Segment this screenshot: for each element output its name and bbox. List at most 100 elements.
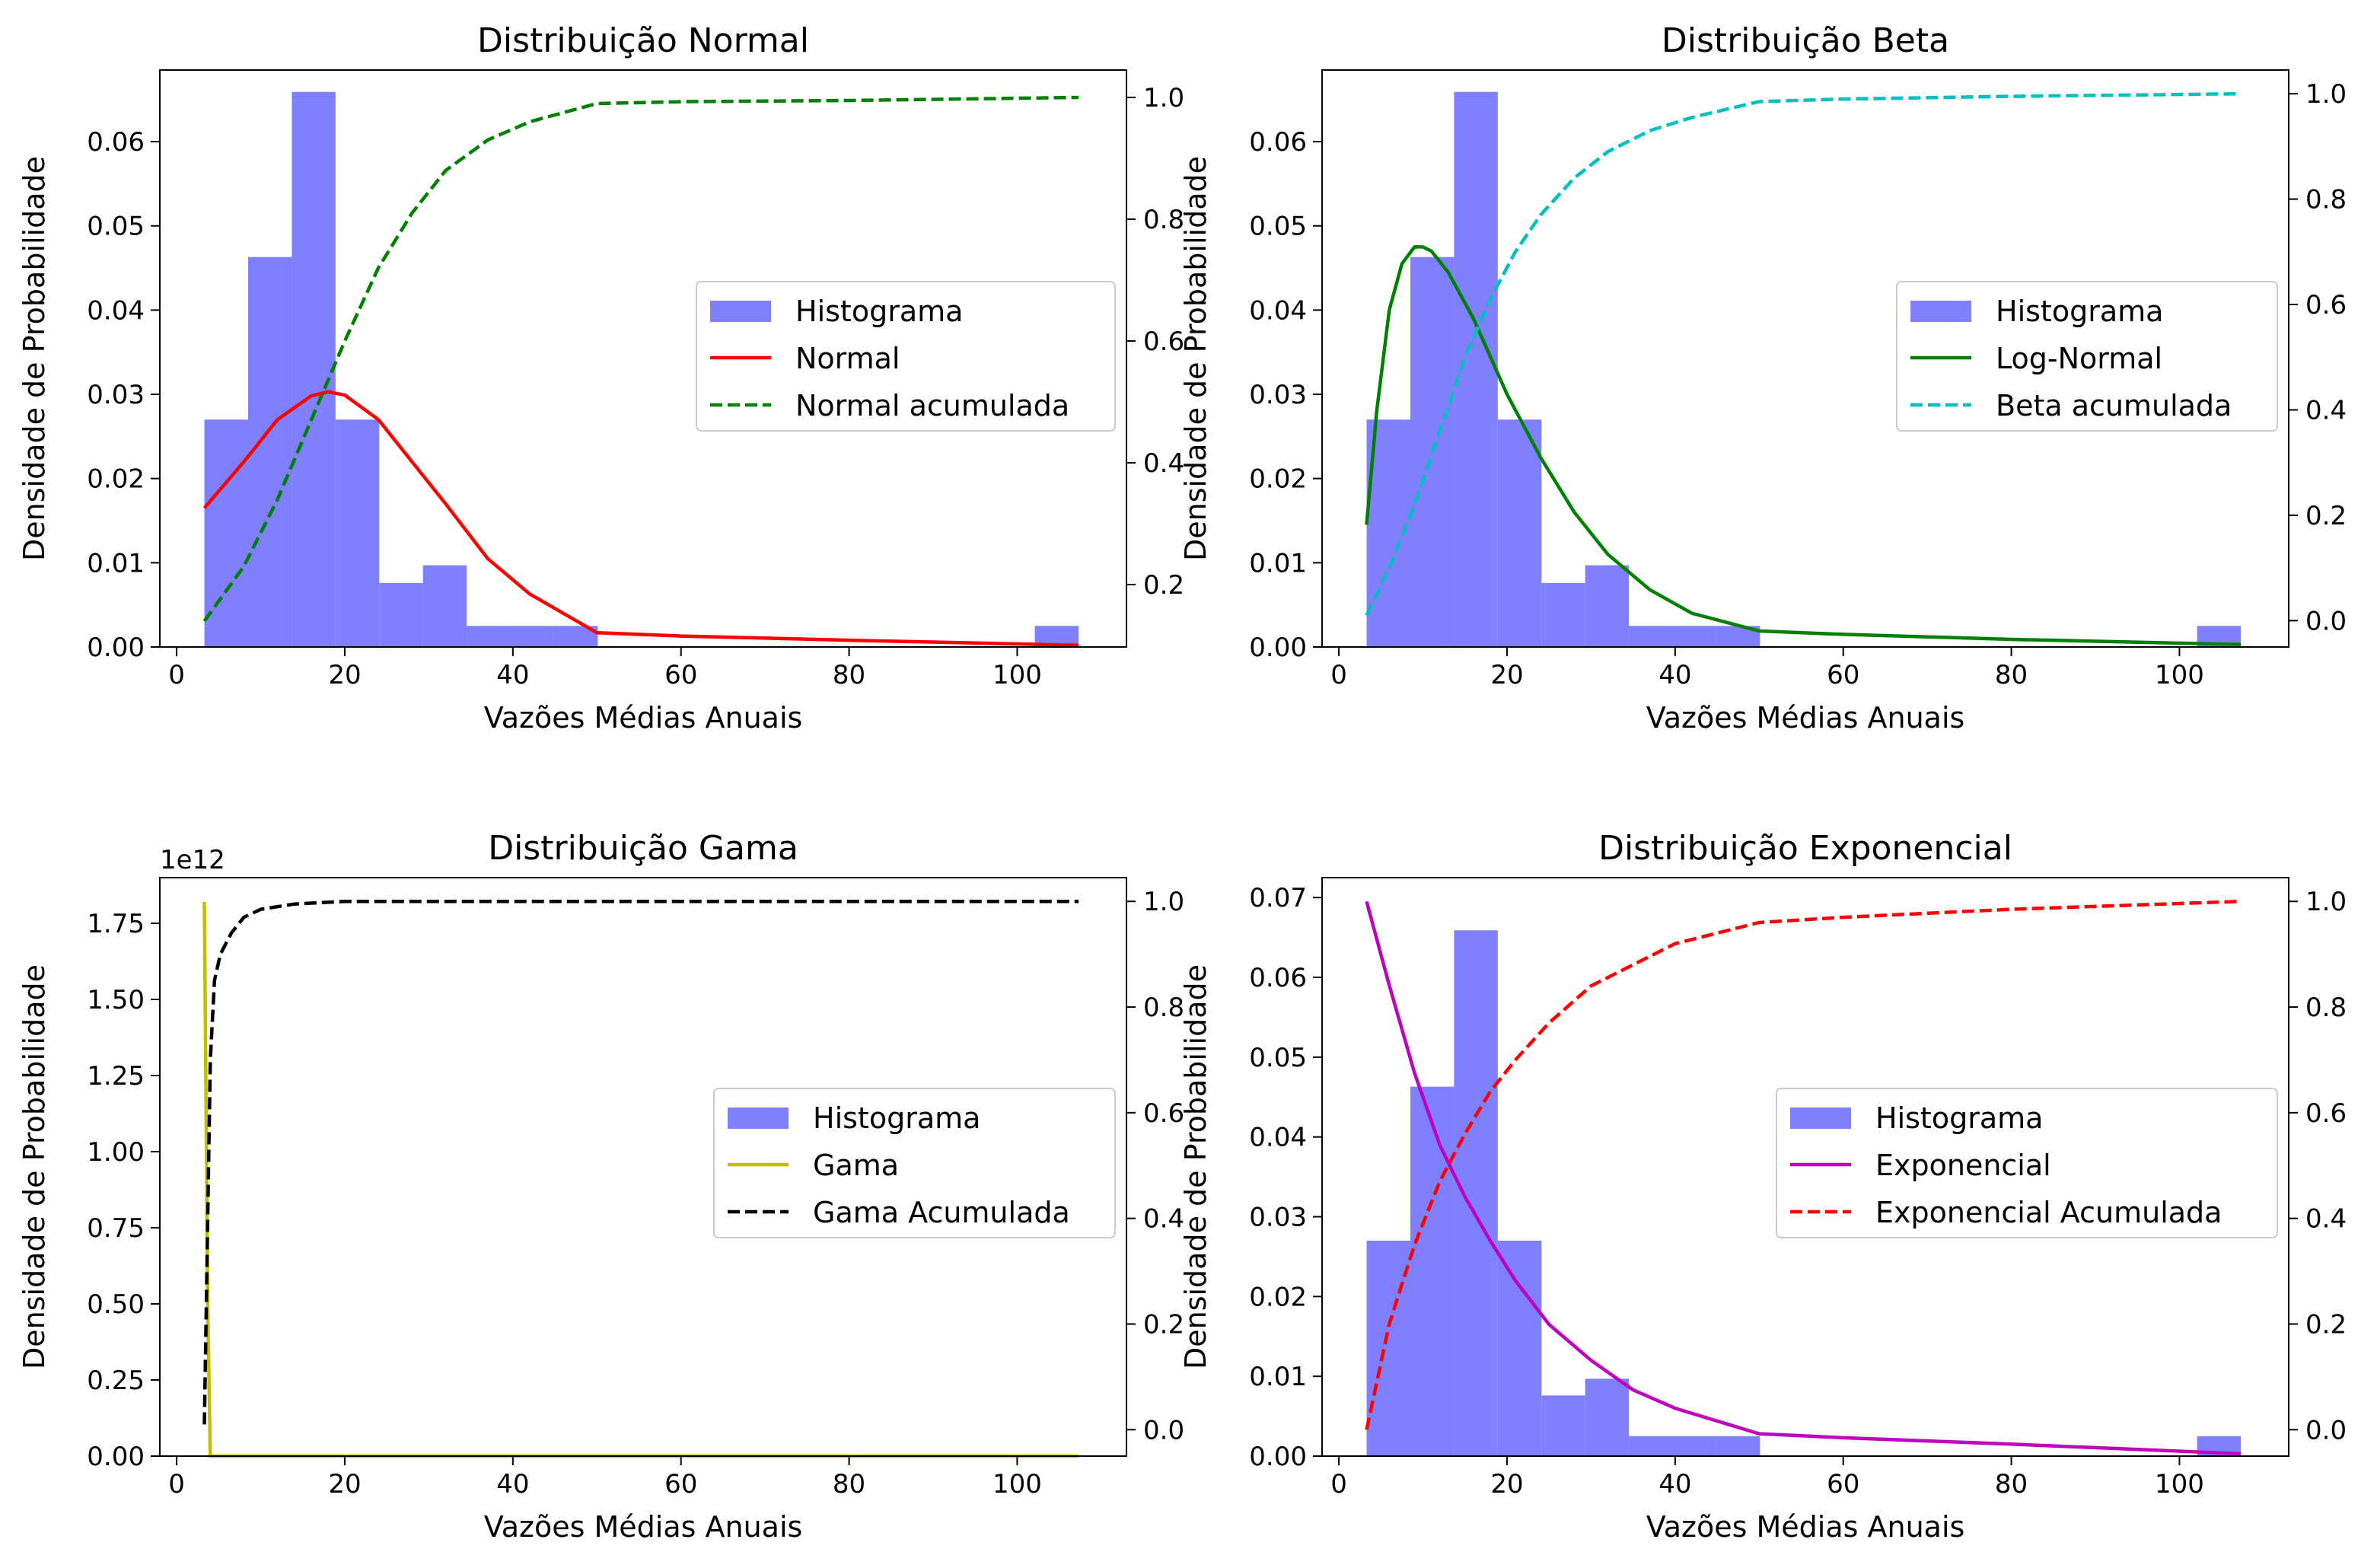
x-axis-label: Vazões Médias Anuais: [484, 701, 803, 735]
histogram-bar: [1497, 419, 1542, 647]
x-tick-label: 20: [1490, 1469, 1523, 1499]
x-axis-label: Vazões Médias Anuais: [1646, 701, 1965, 735]
y-axis-label: Densidade de Probabilidade: [18, 156, 51, 561]
cdf-line: [1365, 899, 2242, 1430]
legend-label-cdf: Beta acumulada: [1996, 389, 2232, 422]
y2-tick-label: 1.0: [2305, 79, 2347, 110]
y-tick-label: 0.00: [1249, 633, 1307, 663]
histogram-bar: [467, 626, 511, 647]
chart-panel-3: 0 20 40 60 80 100 0.00 0.25 0.50 0.75 1.00 1.25 1.50…: [18, 829, 1184, 1544]
histogram-bar: [1716, 1436, 1760, 1456]
y-offset-label: 1e12: [160, 845, 225, 875]
legend-swatch-histogram: [728, 1107, 789, 1129]
x-axis-label: Vazões Médias Anuais: [1646, 1510, 1965, 1544]
x-tick-label: 100: [993, 1469, 1042, 1499]
x-tick-label: 0: [1330, 660, 1347, 690]
histogram-bar: [1366, 1240, 1410, 1456]
y-tick-label: 0.02: [1249, 1282, 1307, 1312]
y-axis-label: Densidade de Probabilidade: [1179, 964, 1212, 1369]
legend-label-cdf: Exponencial Acumulada: [1875, 1196, 2222, 1229]
y-tick-label: 0.07: [1249, 883, 1307, 913]
x-tick-label: 60: [664, 660, 697, 690]
x-tick-label: 40: [496, 1469, 529, 1499]
y-tick-label: 0.75: [87, 1213, 145, 1244]
y-tick-label: 0.02: [87, 464, 145, 495]
cdf-line: [1365, 91, 2242, 617]
y-tick-label: 0.03: [1249, 1203, 1307, 1233]
y-tick-label: 0.01: [87, 548, 145, 578]
y-tick-label: 0.03: [1249, 380, 1307, 410]
histogram-bar: [247, 257, 292, 647]
legend-label-histogram: Histograma: [795, 295, 963, 328]
legend-swatch-histogram: [1910, 301, 1971, 322]
chart-panel-1: 0 20 40 60 80 100 0.00 0.01 0.02 0.03 0.04 0.05 0.06…: [18, 21, 1184, 735]
chart-panel-2: 0 20 40 60 80 100 0.00 0.01 0.02 0.03 0.04 0.05 0.06…: [1179, 21, 2347, 735]
x-axis-label: Vazões Médias Anuais: [484, 1510, 803, 1544]
legend: Histograma Log-Normal Beta acumulada: [1896, 281, 2278, 432]
histogram-bar: [1629, 1436, 1673, 1456]
legend-label-pdf: Exponencial: [1875, 1149, 2051, 1182]
x-tick-label: 0: [168, 660, 185, 690]
y2-tick-label: 0.8: [1143, 205, 1184, 235]
histogram-bar: [1672, 1436, 1716, 1456]
pdf-line: [1365, 245, 2242, 646]
y2-tick-label: 1.0: [2305, 887, 2347, 917]
y-tick-label: 0.04: [1249, 295, 1307, 326]
y-tick-label: 0.06: [87, 127, 145, 158]
chart-title: Distribuição Beta: [1662, 21, 1949, 60]
y-tick-label: 0.06: [1249, 963, 1307, 993]
y2-tick-label: 0.0: [1143, 1415, 1184, 1445]
axes-frame: [159, 877, 1127, 1457]
y-tick-label: 0.04: [87, 295, 145, 326]
x-tick-label: 20: [1490, 660, 1523, 690]
y2-tick-label: 0.0: [2305, 606, 2347, 636]
y2-tick-label: 1.0: [1143, 83, 1184, 113]
y-tick-label: 1.25: [87, 1061, 145, 1092]
histogram-bar: [1497, 1240, 1542, 1456]
legend-label-pdf: Normal: [795, 342, 900, 375]
chart-title: Distribuição Gama: [488, 829, 798, 868]
y2-tick-label: 0.4: [2305, 1204, 2347, 1235]
y2-tick-label: 1.0: [1143, 887, 1184, 917]
y2-tick-label: 0.4: [1143, 448, 1184, 479]
x-tick-label: 80: [833, 660, 865, 690]
y-tick-label: 0.00: [87, 633, 145, 663]
legend-box: [713, 1088, 1116, 1238]
y-axis-label: Densidade de Probabilidade: [1179, 156, 1212, 561]
y2-tick-label: 0.6: [1143, 327, 1184, 357]
legend-swatch-histogram: [1790, 1107, 1851, 1129]
histogram-bar: [335, 419, 380, 647]
axes-frame: [159, 69, 1127, 648]
legend-label-cdf: Gama Acumulada: [813, 1196, 1070, 1229]
y-tick-label: 1.75: [87, 909, 145, 939]
histogram-bar: [292, 91, 336, 647]
axes-frame: [1321, 69, 2289, 648]
y2-tick-label: 0.8: [1143, 993, 1184, 1023]
y-tick-label: 0.05: [1249, 1043, 1307, 1073]
legend-label-pdf: Gama: [813, 1149, 899, 1182]
legend-label-pdf: Log-Normal: [1996, 342, 2162, 375]
x-tick-label: 60: [664, 1469, 697, 1499]
y2-tick-label: 0.8: [2305, 185, 2347, 215]
legend-box: [1776, 1088, 2278, 1238]
x-tick-label: 20: [328, 660, 361, 690]
y-tick-label: 1.00: [87, 1137, 145, 1168]
pdf-line: [1365, 900, 2242, 1456]
y-tick-label: 0.05: [1249, 212, 1307, 242]
y-tick-label: 0.50: [87, 1289, 145, 1320]
y2-tick-label: 0.8: [2305, 993, 2347, 1023]
y-tick-label: 0.25: [87, 1366, 145, 1396]
x-tick-label: 0: [168, 1469, 185, 1499]
histogram-bar: [1541, 582, 1585, 647]
chart-panel-4: 0 20 40 60 80 100 0.00 0.01 0.02 0.03 0.04 0.05 0.06…: [1179, 829, 2347, 1544]
legend: Histograma Gama Gama Acumulada: [713, 1088, 1116, 1238]
y-tick-label: 0.00: [1249, 1442, 1307, 1472]
histogram-bar: [1672, 626, 1716, 647]
y-tick-label: 0.03: [87, 380, 145, 410]
y-tick-label: 0.01: [1249, 1362, 1307, 1392]
y-axis-label: Densidade de Probabilidade: [18, 964, 51, 1369]
y-tick-label: 1.50: [87, 985, 145, 1015]
pdf-line: [202, 390, 1079, 648]
x-tick-label: 40: [496, 660, 529, 690]
